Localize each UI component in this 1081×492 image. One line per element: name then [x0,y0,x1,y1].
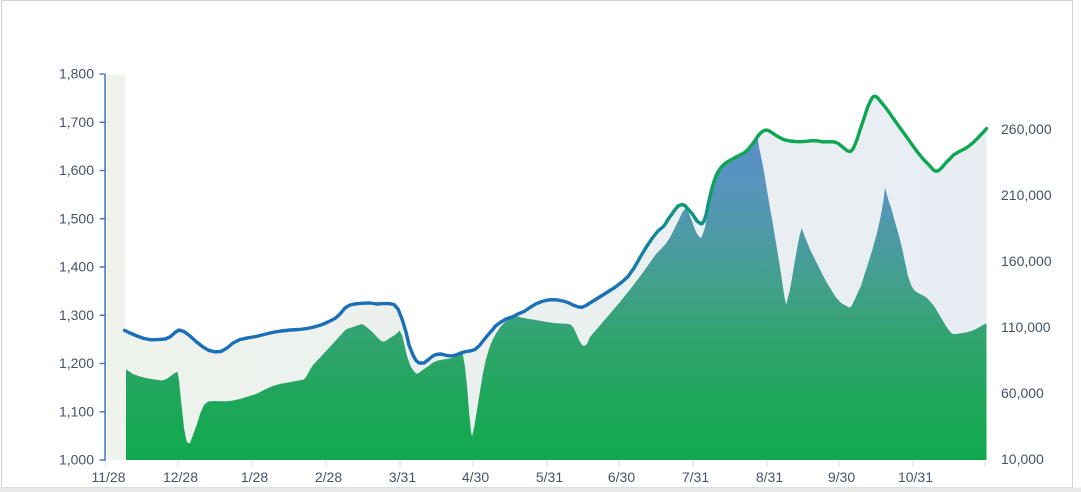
svg-text:7/31: 7/31 [682,469,709,485]
svg-text:5/31: 5/31 [536,469,563,485]
svg-text:1,800: 1,800 [59,66,94,82]
svg-text:1,700: 1,700 [59,114,94,130]
svg-text:1,200: 1,200 [59,355,94,371]
svg-text:10/31: 10/31 [898,469,933,485]
svg-text:11/28: 11/28 [92,469,126,485]
svg-text:9/30: 9/30 [828,469,855,485]
svg-text:4/30: 4/30 [462,469,489,485]
svg-text:6/30: 6/30 [608,469,635,485]
svg-text:1,000: 1,000 [59,452,94,468]
svg-text:1,600: 1,600 [59,162,94,178]
svg-text:110,000: 110,000 [1001,319,1051,335]
svg-text:60,000: 60,000 [1001,385,1044,401]
svg-text:1,500: 1,500 [59,210,94,226]
svg-text:1,100: 1,100 [59,403,94,419]
svg-text:3/31: 3/31 [389,469,416,485]
svg-text:260,000: 260,000 [1001,121,1052,137]
svg-text:210,000: 210,000 [1001,187,1052,203]
svg-text:2/28: 2/28 [315,469,342,485]
svg-text:12/28: 12/28 [163,469,198,485]
svg-text:1/28: 1/28 [241,469,268,485]
svg-text:160,000: 160,000 [1001,253,1052,269]
svg-text:8/31: 8/31 [756,469,783,485]
svg-text:1,300: 1,300 [59,307,94,323]
svg-text:1,400: 1,400 [59,259,94,275]
svg-text:10,000: 10,000 [1001,451,1044,467]
